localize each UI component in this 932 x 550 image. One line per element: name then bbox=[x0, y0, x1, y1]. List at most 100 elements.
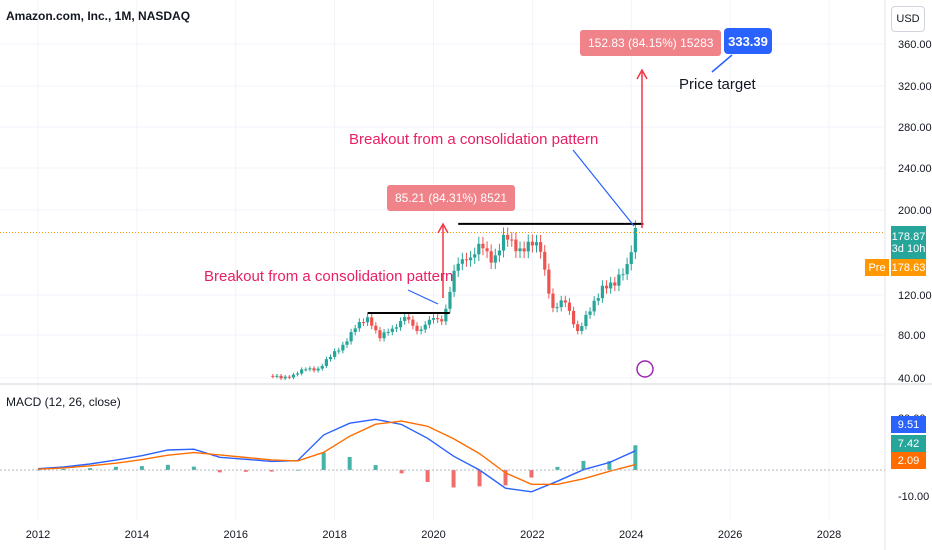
candle-body bbox=[423, 324, 427, 330]
candle-body bbox=[312, 368, 316, 371]
candle-body bbox=[588, 311, 592, 315]
last-price: 178.87 bbox=[891, 230, 926, 243]
pre-market-price: 178.63 bbox=[891, 259, 926, 276]
x-tick-label: 2026 bbox=[718, 529, 742, 541]
candle-body bbox=[551, 293, 555, 308]
candle-body bbox=[580, 326, 584, 331]
candle-body bbox=[337, 350, 341, 352]
candle-body bbox=[621, 274, 625, 276]
candle-body bbox=[543, 251, 547, 270]
candle-body bbox=[283, 376, 287, 379]
candle-body bbox=[328, 356, 333, 360]
candle-body bbox=[625, 264, 629, 275]
x-tick-label: 2018 bbox=[322, 529, 346, 541]
candle-body bbox=[279, 375, 283, 379]
x-tick-label: 2028 bbox=[817, 529, 841, 541]
candle-body bbox=[341, 344, 345, 351]
signal-value: 2.09 bbox=[891, 452, 926, 469]
candle-body bbox=[361, 322, 366, 324]
candle-body bbox=[567, 302, 572, 311]
candle-body bbox=[308, 368, 312, 370]
candle-body bbox=[530, 241, 534, 246]
candle-body bbox=[464, 259, 469, 261]
candle-body bbox=[559, 300, 563, 308]
candle-body bbox=[365, 317, 370, 323]
histogram-bar bbox=[529, 470, 534, 478]
histogram-bar bbox=[399, 470, 404, 474]
macd-tick-label: -10.00 bbox=[898, 491, 929, 503]
histogram-bar bbox=[477, 470, 482, 487]
candle-body bbox=[407, 316, 411, 320]
candle-body bbox=[571, 310, 576, 325]
candle-body bbox=[394, 327, 399, 329]
candle-body bbox=[324, 359, 328, 366]
candle-body bbox=[431, 318, 436, 320]
measure-arrow-2-head bbox=[636, 68, 648, 80]
macd-pane bbox=[36, 418, 638, 493]
candle-body bbox=[604, 285, 609, 289]
candle-body bbox=[600, 285, 605, 299]
price-target-badge: 333.39 bbox=[724, 28, 772, 54]
candle-body bbox=[419, 329, 423, 331]
histogram-bar bbox=[321, 452, 326, 470]
y-tick-label: 320.00 bbox=[898, 81, 932, 93]
candle-body bbox=[629, 252, 633, 265]
candle-body bbox=[497, 250, 502, 256]
y-tick-label: 120.00 bbox=[898, 290, 932, 302]
candle-body bbox=[287, 376, 291, 378]
candle-body bbox=[489, 251, 493, 263]
candle-body bbox=[539, 242, 543, 252]
histogram-bar bbox=[113, 466, 118, 470]
candle-body bbox=[609, 282, 613, 289]
candle-body bbox=[547, 269, 551, 294]
candle-body bbox=[617, 274, 621, 286]
candle-body bbox=[506, 234, 510, 240]
candle-body bbox=[518, 248, 522, 252]
y-tick-label: 360.00 bbox=[898, 39, 932, 51]
candle-body bbox=[596, 298, 600, 301]
candle-body bbox=[349, 332, 353, 342]
candle-body bbox=[501, 234, 506, 251]
macd-title: MACD (12, 26, close) bbox=[6, 395, 121, 409]
price-target-label: Price target bbox=[679, 76, 756, 93]
histogram-bar bbox=[165, 464, 170, 470]
x-tick-label: 2022 bbox=[520, 529, 544, 541]
candle-body bbox=[386, 331, 390, 333]
candle-body bbox=[456, 263, 460, 271]
candle-body bbox=[300, 369, 304, 374]
candle-body bbox=[378, 330, 382, 339]
candle-body bbox=[382, 332, 386, 339]
y-tick-label: 80.00 bbox=[898, 330, 926, 342]
candle-body bbox=[526, 241, 530, 252]
candle-body bbox=[316, 368, 320, 371]
pointer-arrow-3 bbox=[711, 54, 733, 73]
currency-button[interactable]: USD bbox=[891, 6, 925, 32]
price-candles bbox=[271, 220, 637, 381]
annotation-arrows bbox=[407, 54, 733, 378]
macd-value: 7.42 bbox=[891, 435, 926, 452]
pointer-arrow-2 bbox=[572, 149, 635, 227]
signal-line bbox=[37, 420, 636, 485]
candle-body bbox=[403, 316, 407, 322]
candle-body bbox=[357, 322, 361, 329]
candle-body bbox=[295, 373, 300, 375]
macd-hist-value: 9.51 bbox=[891, 416, 926, 433]
lightning-icon bbox=[636, 360, 654, 378]
candle-body bbox=[510, 239, 514, 241]
candle-body bbox=[576, 324, 580, 331]
candle-body bbox=[398, 321, 403, 328]
histogram-bar bbox=[269, 470, 274, 472]
candle-body bbox=[633, 227, 637, 253]
symbol-title: Amazon.com, Inc., 1M, NASDAQ bbox=[6, 9, 191, 23]
candle-body bbox=[584, 314, 588, 327]
candle-body bbox=[493, 255, 497, 263]
histogram-bar bbox=[581, 460, 586, 470]
candle-body bbox=[370, 317, 374, 326]
candle-body bbox=[477, 243, 481, 255]
histogram-bar bbox=[451, 470, 456, 488]
histogram-bar bbox=[555, 466, 560, 470]
measure-label-2: 152.83 (84.15%) 15283 bbox=[580, 30, 722, 56]
candle-body bbox=[534, 242, 539, 246]
